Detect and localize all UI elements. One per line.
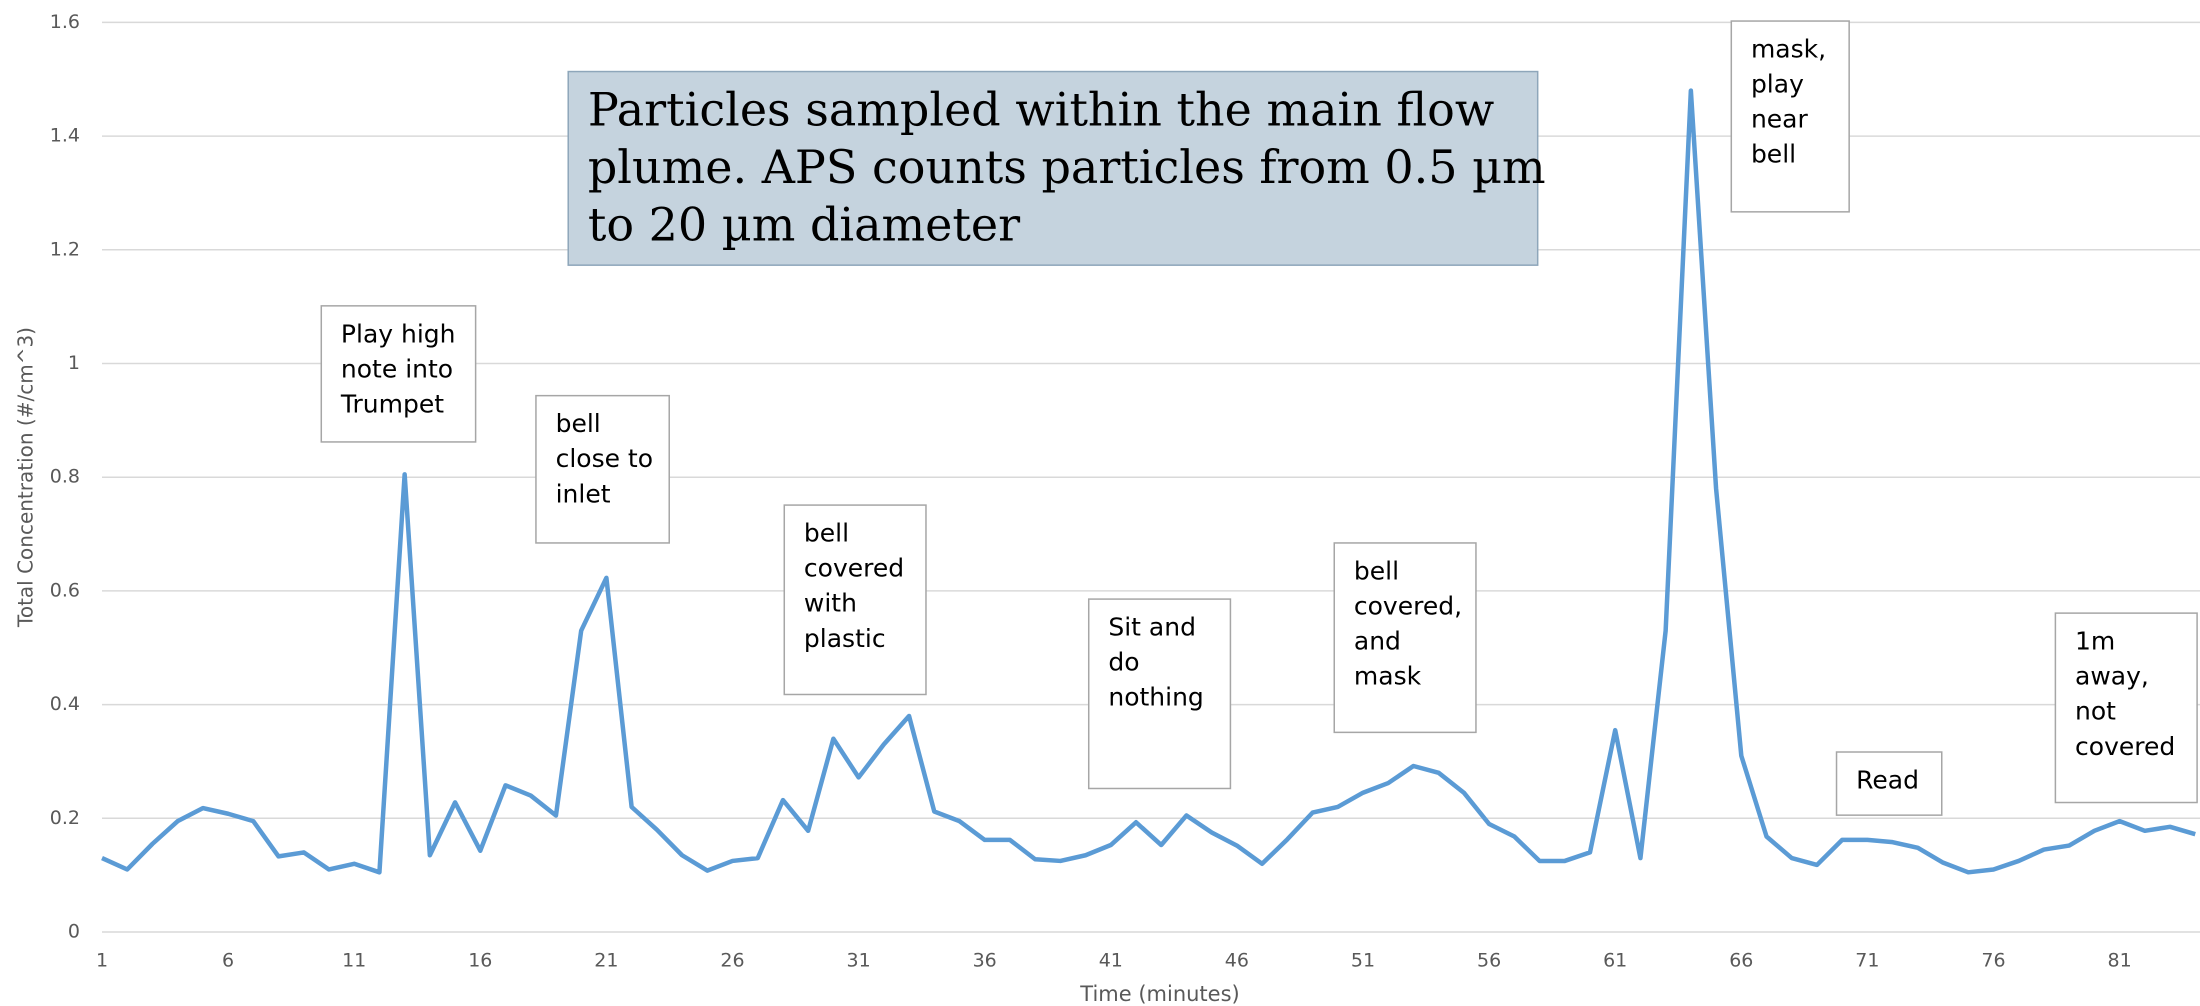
annotation-text: near <box>1751 105 1809 134</box>
annotation-text: away, <box>2075 662 2149 691</box>
annotation-box <box>1087 598 1232 790</box>
annotation-box <box>1333 542 1477 734</box>
y-tick-label: 0.6 <box>50 579 80 601</box>
x-tick-label: 76 <box>1981 950 2005 972</box>
annotation-text: Trumpet <box>340 389 444 418</box>
annotation-box <box>1730 20 1850 213</box>
annotation-box <box>2054 612 2198 804</box>
x-tick-label: 51 <box>1351 950 1375 972</box>
annotation-box <box>1835 751 1943 816</box>
chart-title: plume. APS counts particles from 0.5 µm <box>588 140 1546 194</box>
annotation-text: covered <box>2075 732 2175 761</box>
annotation-text: do <box>1108 648 1139 677</box>
y-tick-label: 0 <box>68 921 80 943</box>
annotation-text: bell <box>1354 556 1399 585</box>
annotation-text: Play high <box>341 319 456 348</box>
annotation-text: bell <box>804 519 849 548</box>
annotation-text: and <box>1354 627 1401 656</box>
y-tick-label: 1.2 <box>50 238 80 260</box>
annotation-text: with <box>804 589 857 618</box>
annotation-text: Sit and <box>1108 613 1196 642</box>
x-tick-label: 46 <box>1225 950 1249 972</box>
y-tick-label: 1.4 <box>50 125 80 147</box>
x-tick-label: 61 <box>1603 950 1627 972</box>
annotation-text: mask <box>1354 662 1422 691</box>
x-tick-label: 11 <box>342 950 366 972</box>
data-line <box>101 88 2196 875</box>
x-tick-label: 26 <box>720 950 744 972</box>
x-tick-label: 16 <box>468 950 492 972</box>
x-axis-label: Time (minutes) <box>1079 982 1239 1006</box>
x-tick-label: 81 <box>2108 950 2132 972</box>
annotation-text: not <box>2075 697 2116 726</box>
y-tick-label: 0.8 <box>50 466 80 488</box>
x-tick-label: 71 <box>1855 950 1879 972</box>
x-tick-label: 6 <box>222 950 234 972</box>
x-tick-label: 66 <box>1729 950 1753 972</box>
y-tick-label: 0.2 <box>50 807 80 829</box>
annotation-box <box>320 305 477 443</box>
annotation-text: bell <box>1751 140 1796 169</box>
y-axis-label: Total Concentration (#/cm^3) <box>14 327 38 628</box>
annotation-text: inlet <box>556 479 611 508</box>
x-tick-label: 41 <box>1099 950 1123 972</box>
annotation-box <box>783 504 927 696</box>
annotation-text: mask, <box>1751 35 1826 64</box>
annotation-text: plastic <box>804 624 886 653</box>
annotation-text: close to <box>556 444 653 473</box>
title-box <box>567 70 1539 266</box>
annotation-text: covered <box>804 554 904 583</box>
x-tick-label: 31 <box>847 950 871 972</box>
chart-title: to 20 µm diameter <box>588 198 1020 252</box>
annotation-text: bell <box>556 409 601 438</box>
annotation-text: play <box>1751 70 1804 99</box>
y-tick-label: 0.4 <box>50 693 80 715</box>
y-tick-label: 1.6 <box>50 11 80 33</box>
annotation-text: nothing <box>1108 683 1203 712</box>
annotation-text: 1m <box>2075 627 2115 656</box>
annotation-text: covered, <box>1354 591 1462 620</box>
x-tick-label: 36 <box>973 950 997 972</box>
y-tick-label: 1 <box>68 352 80 374</box>
annotation-box <box>535 394 670 544</box>
annotation-text: Read <box>1856 765 1919 794</box>
x-tick-label: 21 <box>594 950 618 972</box>
x-tick-label: 1 <box>96 950 108 972</box>
x-tick-label: 56 <box>1477 950 1501 972</box>
chart-title: Particles sampled within the main flow <box>588 83 1494 137</box>
annotation-text: note into <box>341 354 453 383</box>
